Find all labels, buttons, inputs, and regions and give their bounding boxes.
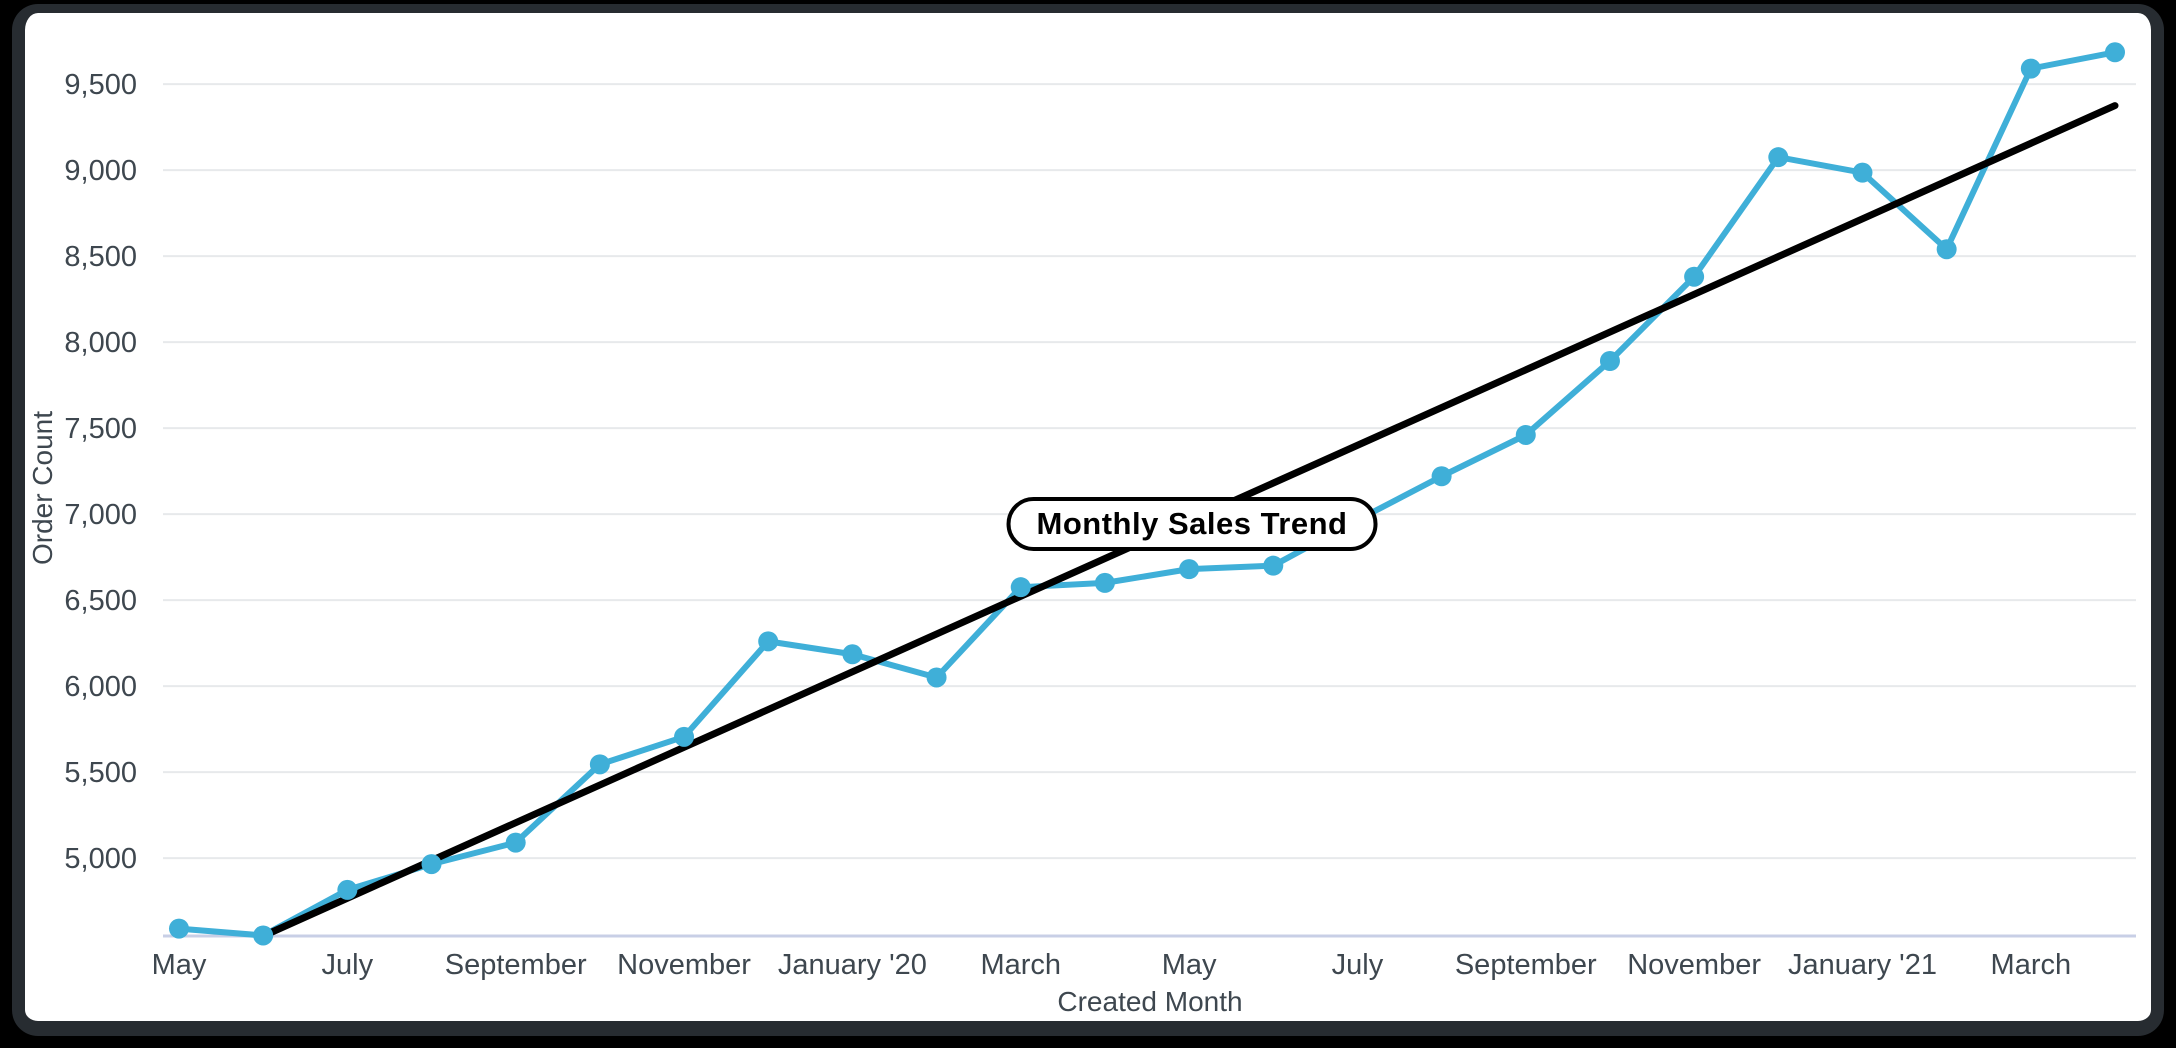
data-point-marker[interactable]: March 2020: 6,575 [1010, 577, 1031, 598]
data-point-marker[interactable]: June 2020: 6,700 [1263, 555, 1284, 576]
x-axis-title: Created Month [1057, 986, 1243, 1017]
data-point-marker[interactable]: May 2019: 4,590 [169, 918, 189, 939]
data-point-marker[interactable]: September 2019: 5,090 [505, 832, 526, 853]
y-axis-title: Order Count [27, 410, 58, 566]
x-tick-label: July [322, 949, 374, 981]
data-point-marker[interactable]: January 2020: 6,185 [842, 644, 863, 665]
data-point-marker[interactable]: June 2019: 4,550 [253, 925, 274, 946]
y-tick-label: 6,000 [64, 671, 137, 703]
x-tick-label: May [1162, 949, 1217, 981]
data-point-marker[interactable]: April 2021: 9,685 [2105, 42, 2125, 63]
data-point-marker[interactable]: December 2019: 6,260 [758, 631, 779, 652]
x-tick-label: November [1627, 949, 1761, 981]
data-point-marker[interactable]: October 2020: 7,890 [1599, 351, 1620, 372]
y-axis-tick-labels: 5,000 5,500 6,000 6,500 7,000 7,500 8,000 8,500… [64, 69, 137, 875]
y-tick-label: 9,000 [64, 155, 137, 187]
data-point-marker[interactable]: August 2019: 4,965 [421, 854, 442, 875]
data-point-marker[interactable]: October 2019: 5,545 [589, 754, 610, 775]
y-tick-label: 6,500 [64, 585, 137, 617]
series-group: May 2019: 4,590 June 2019: 4,550 July 2019… [169, 42, 2125, 946]
x-tick-label: January '21 [1788, 949, 1937, 981]
y-tick-label: 8,000 [64, 327, 137, 359]
data-point-marker[interactable]: March 2021: 9,590 [2020, 58, 2041, 79]
y-tick-label: 8,500 [64, 241, 137, 273]
y-tick-label: 7,000 [64, 499, 137, 531]
y-tick-label: 9,500 [64, 69, 137, 101]
x-tick-label: November [617, 949, 751, 981]
y-tick-label: 7,500 [64, 413, 137, 445]
x-tick-label: July [1332, 949, 1384, 981]
x-tick-label: March [1991, 949, 2072, 981]
data-point-marker[interactable]: February 2020: 6,050 [926, 667, 947, 688]
x-tick-label: September [1455, 949, 1597, 981]
data-point-marker[interactable]: September 2020: 7,460 [1515, 424, 1536, 445]
data-point-marker[interactable]: July 2019: 4,815 [337, 879, 358, 900]
data-point-marker[interactable]: August 2020: 7,220 [1431, 466, 1452, 487]
data-point-marker[interactable]: January 2021: 8,985 [1852, 162, 1873, 183]
data-point-marker[interactable]: November 2020: 8,380 [1684, 266, 1705, 287]
x-tick-label: January '20 [778, 949, 927, 981]
data-point-marker[interactable]: April 2020: 6,600 [1094, 572, 1115, 593]
data-point-marker[interactable]: November 2019: 5,705 [674, 726, 695, 747]
x-axis-tick-labels: May July September November January '20 March… [152, 949, 2072, 981]
data-point-marker[interactable]: February 2021: 8,540 [1936, 239, 1957, 260]
series-line [176, 49, 2118, 939]
x-tick-label: March [980, 949, 1061, 981]
data-point-marker[interactable]: December 2020: 9,075 [1768, 147, 1789, 168]
data-point-marker[interactable]: May 2020: 6,680 [1179, 559, 1200, 580]
y-tick-label: 5,000 [64, 843, 137, 875]
y-tick-label: 5,500 [64, 757, 137, 789]
x-tick-label: May [152, 949, 207, 981]
x-tick-label: September [445, 949, 587, 981]
chart-title-annotation[interactable]: Monthly Sales Trend [1006, 497, 1378, 551]
